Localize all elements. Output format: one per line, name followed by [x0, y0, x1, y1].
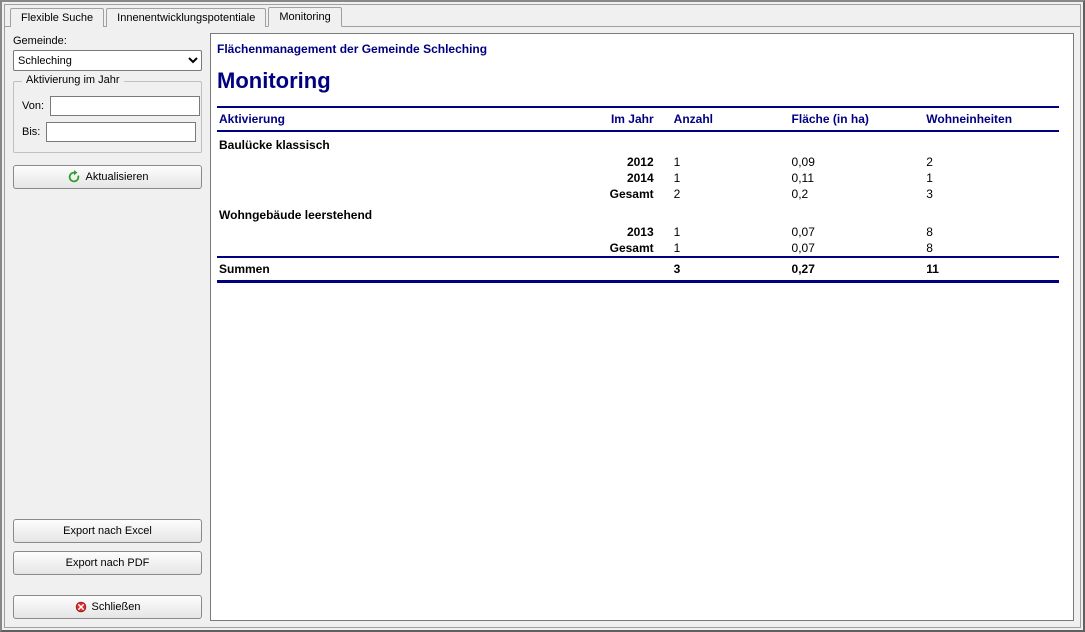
table-row: 201310,078: [217, 224, 1059, 240]
report-heading: Monitoring: [217, 68, 1059, 94]
table-cell: Gesamt: [571, 186, 672, 202]
table-cell: [217, 154, 571, 170]
export-excel-button[interactable]: Export nach Excel: [13, 519, 202, 543]
tab-monitoring[interactable]: Monitoring: [268, 7, 341, 27]
report-body: Baulücke klassisch201210,092201410,111Ge…: [217, 131, 1059, 282]
table-cell: [571, 257, 672, 282]
table-cell: 1: [672, 224, 790, 240]
table-cell: 1: [672, 240, 790, 257]
export-pdf-label: Export nach PDF: [66, 557, 150, 569]
table-cell: Gesamt: [571, 240, 672, 257]
table-cell: 0,2: [790, 186, 925, 202]
table-cell: [217, 224, 571, 240]
von-row: Von:: [22, 96, 193, 116]
table-cell: 0,09: [790, 154, 925, 170]
close-icon: [75, 601, 87, 613]
bis-row: Bis:: [22, 122, 193, 142]
table-cell: [217, 240, 571, 257]
tab-innenentwicklung[interactable]: Innenentwicklungspotentiale: [106, 8, 266, 27]
table-cell: 2: [924, 154, 1059, 170]
refresh-icon: [67, 170, 81, 184]
tab-flexible-suche[interactable]: Flexible Suche: [10, 8, 104, 27]
von-input[interactable]: [50, 96, 200, 116]
refresh-button[interactable]: Aktualisieren: [13, 165, 202, 189]
group-header-row: Baulücke klassisch: [217, 131, 1059, 154]
table-row: 201410,111: [217, 170, 1059, 186]
table-cell: 1: [672, 154, 790, 170]
report-panel: Flächenmanagement der Gemeinde Schlechin…: [210, 33, 1074, 621]
tab-bar: Flexible Suche Innenentwicklungspotentia…: [5, 5, 1080, 27]
table-cell: 2: [672, 186, 790, 202]
table-cell: 8: [924, 240, 1059, 257]
table-cell: 8: [924, 224, 1059, 240]
table-cell: 2014: [571, 170, 672, 186]
table-cell: Wohngebäude leerstehend: [217, 202, 1059, 224]
table-cell: 0,07: [790, 224, 925, 240]
table-cell: 2012: [571, 154, 672, 170]
von-label: Von:: [22, 100, 50, 112]
bis-input[interactable]: [46, 122, 196, 142]
close-button[interactable]: Schließen: [13, 595, 202, 619]
group-total-row: Gesamt20,23: [217, 186, 1059, 202]
table-row: 201210,092: [217, 154, 1059, 170]
gemeinde-select[interactable]: Schleching: [13, 50, 202, 71]
table-cell: 11: [924, 257, 1059, 282]
sidebar-spacer: [13, 189, 202, 511]
totals-row: Summen 30,2711: [217, 257, 1059, 282]
table-cell: 0,11: [790, 170, 925, 186]
bis-label: Bis:: [22, 126, 46, 138]
app-inner: Flexible Suche Innenentwicklungspotentia…: [4, 4, 1081, 628]
table-cell: Baulücke klassisch: [217, 131, 1059, 154]
table-cell: 1: [924, 170, 1059, 186]
table-cell: 2013: [571, 224, 672, 240]
col-units: Wohneinheiten: [924, 107, 1059, 131]
table-header-row: Aktivierung Im Jahr Anzahl Fläche (in ha…: [217, 107, 1059, 131]
group-total-row: Gesamt10,078: [217, 240, 1059, 257]
table-cell: 1: [672, 170, 790, 186]
table-cell: 3: [924, 186, 1059, 202]
table-cell: [217, 186, 571, 202]
group-header-row: Wohngebäude leerstehend: [217, 202, 1059, 224]
table-cell: 0,27: [790, 257, 925, 282]
col-count: Anzahl: [672, 107, 790, 131]
report-table: Aktivierung Im Jahr Anzahl Fläche (in ha…: [217, 106, 1059, 283]
table-cell: 3: [672, 257, 790, 282]
report-title: Flächenmanagement der Gemeinde Schlechin…: [217, 40, 1059, 58]
col-area: Fläche (in ha): [790, 107, 925, 131]
table-cell: 0,07: [790, 240, 925, 257]
sidebar: Gemeinde: Schleching Aktivierung im Jahr…: [5, 27, 210, 627]
app-window: Flexible Suche Innenentwicklungspotentia…: [0, 0, 1085, 632]
aktivierung-fieldset: Aktivierung im Jahr Von: Bis:: [13, 81, 202, 153]
gemeinde-label: Gemeinde:: [13, 35, 202, 47]
export-pdf-button[interactable]: Export nach PDF: [13, 551, 202, 575]
refresh-label: Aktualisieren: [86, 171, 149, 183]
tab-body: Gemeinde: Schleching Aktivierung im Jahr…: [5, 27, 1080, 627]
col-year: Im Jahr: [571, 107, 672, 131]
export-excel-label: Export nach Excel: [63, 525, 152, 537]
fieldset-legend: Aktivierung im Jahr: [22, 74, 124, 86]
col-activation: Aktivierung: [217, 107, 571, 131]
table-cell: [217, 170, 571, 186]
close-label: Schließen: [92, 601, 141, 613]
table-cell: Summen: [217, 257, 571, 282]
